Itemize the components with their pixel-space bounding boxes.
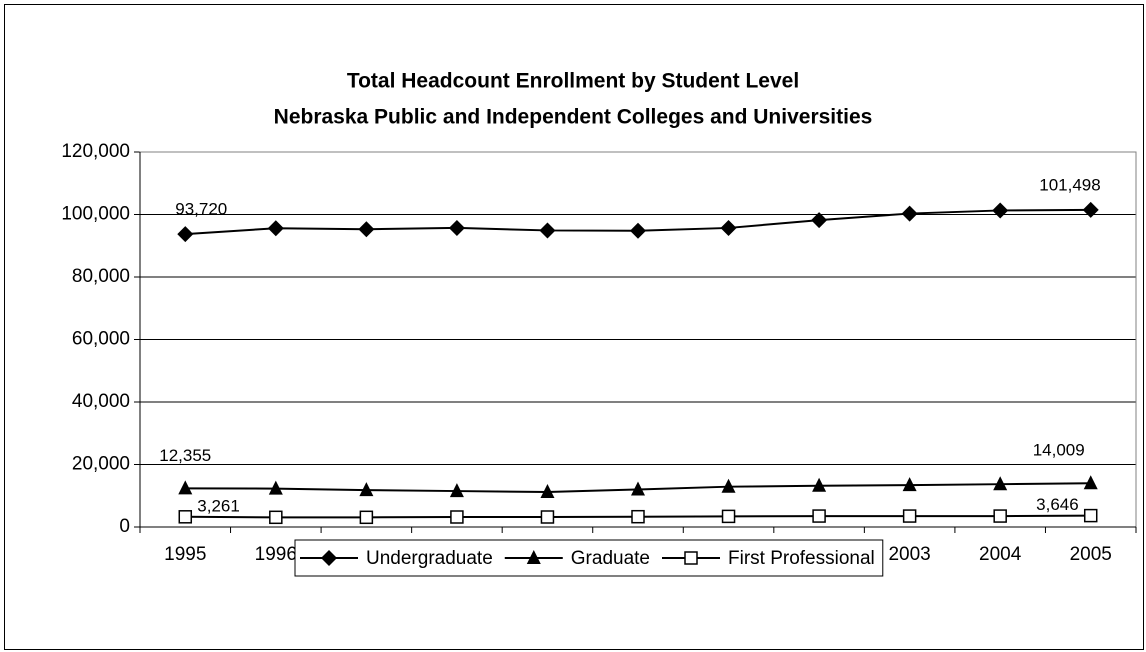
data-point bbox=[178, 480, 193, 495]
data-label: 14,009 bbox=[1033, 441, 1085, 460]
x-tick-label: 2004 bbox=[979, 544, 1022, 565]
data-point bbox=[901, 205, 918, 222]
y-tick-label: 40,000 bbox=[72, 391, 130, 412]
data-label: 12,355 bbox=[159, 446, 211, 465]
data-point bbox=[178, 510, 193, 524]
data-point bbox=[268, 480, 283, 495]
data-point bbox=[448, 219, 465, 236]
x-tick-label: 1995 bbox=[164, 544, 206, 565]
legend-box bbox=[294, 539, 884, 577]
data-label: 93,720 bbox=[175, 200, 227, 219]
data-point bbox=[449, 483, 464, 498]
data-point bbox=[811, 212, 828, 229]
data-point bbox=[267, 220, 284, 237]
x-tick-label: 2003 bbox=[888, 544, 930, 565]
legend-marker bbox=[321, 550, 337, 566]
data-label: 101,498 bbox=[1039, 175, 1100, 194]
data-point bbox=[1082, 201, 1099, 218]
y-tick-label: 60,000 bbox=[72, 329, 130, 350]
data-point bbox=[540, 510, 555, 524]
data-point bbox=[1083, 475, 1098, 490]
data-point bbox=[721, 509, 736, 524]
chart-title: Total Headcount Enrollment by Student Le… bbox=[347, 70, 799, 93]
data-point bbox=[631, 509, 645, 524]
data-point bbox=[358, 221, 375, 238]
data-point bbox=[902, 509, 917, 523]
y-tick-label: 0 bbox=[119, 516, 130, 537]
data-point bbox=[902, 477, 917, 492]
data-point bbox=[631, 481, 645, 496]
y-tick-label: 100,000 bbox=[61, 204, 130, 225]
x-tick-label: 2005 bbox=[1070, 544, 1112, 565]
data-point bbox=[720, 219, 737, 236]
data-point bbox=[359, 482, 374, 497]
data-point bbox=[269, 510, 283, 525]
data-point bbox=[812, 509, 826, 523]
legend-marker bbox=[526, 550, 541, 564]
data-point bbox=[993, 476, 1008, 491]
chart-subtitle: Nebraska Public and Independent Colleges… bbox=[274, 106, 873, 129]
y-tick-label: 20,000 bbox=[72, 454, 130, 475]
legend-marker bbox=[684, 551, 698, 565]
data-point bbox=[450, 510, 464, 524]
data-point bbox=[1083, 508, 1098, 523]
data-label: 3,261 bbox=[197, 496, 240, 515]
legend-label: First Professional bbox=[728, 548, 875, 569]
y-tick-label: 120,000 bbox=[61, 141, 130, 162]
legend-label: Undergraduate bbox=[366, 548, 493, 569]
x-tick-label: 1996 bbox=[255, 544, 297, 565]
data-point bbox=[539, 222, 556, 239]
data-point bbox=[993, 509, 1007, 523]
data-label: 3,646 bbox=[1036, 495, 1079, 514]
data-point bbox=[540, 484, 555, 498]
data-point bbox=[812, 477, 827, 492]
y-tick-label: 80,000 bbox=[72, 266, 130, 287]
data-point bbox=[630, 222, 646, 239]
data-point bbox=[177, 226, 194, 243]
legend-label: Graduate bbox=[571, 548, 650, 569]
data-point bbox=[359, 510, 374, 525]
data-point bbox=[721, 478, 736, 493]
data-point bbox=[992, 202, 1009, 219]
